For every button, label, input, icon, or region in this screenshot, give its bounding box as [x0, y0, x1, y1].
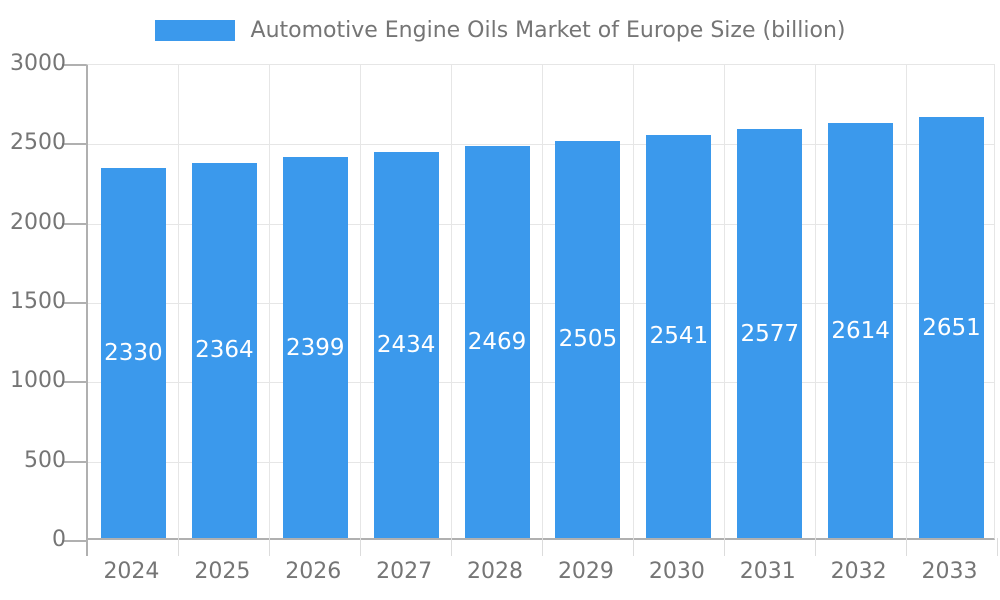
chart-legend[interactable]: Automotive Engine Oils Market of Europe … [0, 18, 1000, 43]
bar-2026[interactable]: 2399 [282, 157, 348, 538]
x-axis-tick-label: 2030 [648, 559, 705, 584]
y-axis-tick-label: 2500 [10, 130, 66, 156]
bar-value-label: 2469 [467, 329, 527, 356]
bar-2032[interactable]: 2614 [828, 123, 894, 538]
v-gridline [269, 65, 271, 538]
x-tick-mark [814, 538, 816, 556]
bar-value-label: 2399 [285, 334, 345, 361]
x-tick-mark [360, 538, 362, 556]
y-tick-mark [62, 64, 86, 66]
v-gridline [632, 65, 634, 538]
x-tick-mark [996, 538, 998, 556]
bar-2028[interactable]: 2469 [464, 146, 530, 538]
x-axis-tick-label: 2029 [557, 559, 614, 584]
x-tick-mark [905, 538, 907, 556]
bar-value-label: 2541 [649, 323, 709, 350]
bar-2025[interactable]: 2364 [191, 162, 257, 538]
y-tick-mark [62, 460, 86, 463]
plot-area: 2330 2364 2399 2434 2469 2505 2541 2577 2614 2651 [62, 64, 998, 556]
y-axis-tick-label: 2000 [10, 209, 66, 235]
h-gridline [88, 461, 994, 463]
bar-value-label: 2614 [831, 317, 890, 344]
x-tick-mark [269, 538, 271, 556]
y-axis-tick-label: 0 [52, 527, 66, 552]
bar-2030[interactable]: 2541 [646, 134, 712, 538]
x-axis-tick-label: 2024 [103, 559, 160, 584]
chart-title: Automotive Engine Oils Market of Europe … [250, 18, 846, 43]
bar-value-label: 2434 [376, 331, 436, 358]
h-gridline [88, 303, 994, 304]
bar-value-label: 2651 [922, 314, 981, 341]
h-gridline [88, 144, 994, 146]
y-tick-mark [62, 143, 86, 146]
y-tick-mark [62, 540, 86, 542]
bar-2029[interactable]: 2505 [555, 140, 621, 538]
v-gridline [814, 65, 816, 538]
bar-value-label: 2577 [740, 320, 800, 347]
y-tick-mark [62, 381, 86, 384]
v-gridline [451, 65, 453, 538]
bar-2024[interactable]: 2330 [100, 168, 166, 538]
x-tick-mark [178, 538, 180, 556]
h-gridline [88, 223, 994, 225]
y-tick-mark [62, 302, 86, 304]
bar-value-label: 2364 [195, 337, 254, 364]
v-gridline [542, 65, 543, 538]
x-tick-mark [451, 538, 453, 556]
v-gridline [178, 65, 180, 538]
y-tick-mark [62, 222, 86, 225]
x-axis-tick-label: 2027 [376, 559, 433, 584]
v-gridline [360, 65, 362, 538]
x-tick-mark [632, 538, 634, 556]
x-tick-mark [86, 538, 88, 556]
bar-2033[interactable]: 2651 [919, 117, 985, 538]
bar-value-label: 2505 [558, 326, 618, 353]
x-axis-tick-label: 2026 [285, 559, 342, 584]
legend-swatch [154, 20, 235, 41]
x-axis-tick-label: 2032 [830, 559, 887, 584]
v-gridline [905, 65, 907, 538]
y-axis-tick-label: 500 [24, 447, 66, 473]
x-tick-mark [542, 538, 543, 556]
x-axis-tick-label: 2028 [467, 559, 524, 584]
y-axis-tick-label: 3000 [10, 51, 66, 76]
x-axis-tick-label: 2025 [194, 559, 251, 584]
x-axis-tick-label: 2033 [921, 559, 978, 584]
y-axis-tick-label: 1000 [10, 368, 66, 394]
bar-2027[interactable]: 2434 [373, 151, 439, 538]
h-gridline [88, 382, 994, 384]
bar-value-label: 2330 [104, 340, 163, 367]
x-tick-mark [723, 538, 725, 556]
x-axis-tick-label: 2031 [739, 559, 796, 584]
v-gridline [723, 65, 725, 538]
bar-2031[interactable]: 2577 [737, 129, 803, 538]
y-axis-tick-label: 1500 [10, 289, 66, 314]
